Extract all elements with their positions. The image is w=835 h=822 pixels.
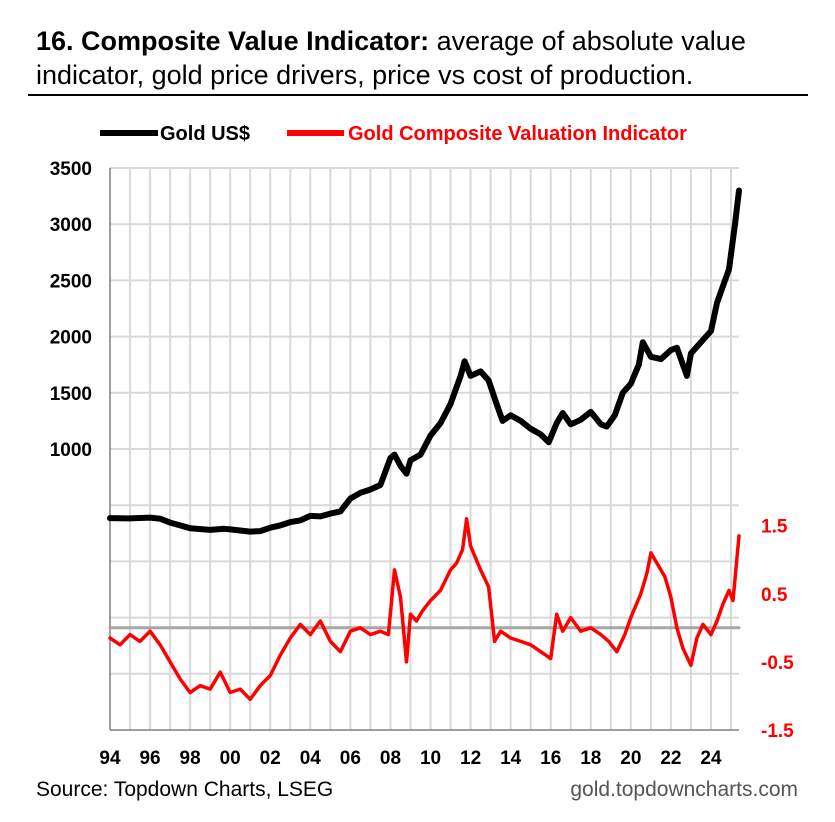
y-left-tick-label: 3500 — [50, 159, 92, 180]
title-divider — [28, 94, 808, 96]
source-note: Source: Topdown Charts, LSEG — [36, 778, 334, 801]
series-lines — [107, 187, 742, 702]
gold-price-line — [107, 187, 742, 535]
chart-title-rest: average of absolute value indicator, gol… — [36, 26, 746, 90]
valuation-indicator-line — [108, 517, 741, 702]
x-tick-label: 10 — [420, 748, 441, 769]
x-tick-label: 04 — [300, 748, 322, 769]
y-right-tick-label: 1.5 — [761, 517, 788, 538]
x-tick-label: 94 — [99, 748, 121, 769]
x-tick-label: 12 — [460, 748, 481, 769]
x-tick-label: 08 — [380, 748, 401, 769]
y-right-tick-label: 0.5 — [761, 585, 788, 606]
x-tick-label: 96 — [139, 748, 160, 769]
x-tick-label: 16 — [540, 748, 561, 769]
x-tick-label: 14 — [500, 748, 522, 769]
x-tick-label: 20 — [620, 748, 641, 769]
y-left-tick-label: 2500 — [50, 271, 92, 292]
y-left-tick-label: 1000 — [50, 440, 92, 461]
x-tick-label: 22 — [660, 748, 681, 769]
x-tick-label: 02 — [260, 748, 281, 769]
chart-title: 16. Composite Value Indicator: average o… — [36, 24, 826, 92]
y-right-tick-label: -0.5 — [761, 653, 794, 674]
legend-label-gold: Gold US$ — [160, 123, 250, 145]
x-tick-label: 06 — [340, 748, 361, 769]
tick-labels: 1000150020002500300035001.50.5-0.5-1.594… — [50, 159, 794, 769]
legend-label-indicator: Gold Composite Valuation Indicator — [348, 123, 687, 145]
site-credit: gold.topdowncharts.com — [570, 778, 798, 801]
chart-title-bold: 16. Composite Value Indicator: — [36, 26, 430, 56]
x-tick-label: 18 — [580, 748, 601, 769]
y-left-tick-label: 1500 — [50, 384, 92, 405]
y-right-tick-label: -1.5 — [761, 721, 794, 742]
x-tick-label: 00 — [220, 748, 241, 769]
y-left-tick-label: 3000 — [50, 215, 92, 236]
x-tick-label: 24 — [700, 748, 722, 769]
legend: Gold US$ Gold Composite Valuation Indicat… — [100, 123, 687, 145]
x-tick-label: 98 — [180, 748, 201, 769]
y-left-tick-label: 2000 — [50, 328, 92, 349]
